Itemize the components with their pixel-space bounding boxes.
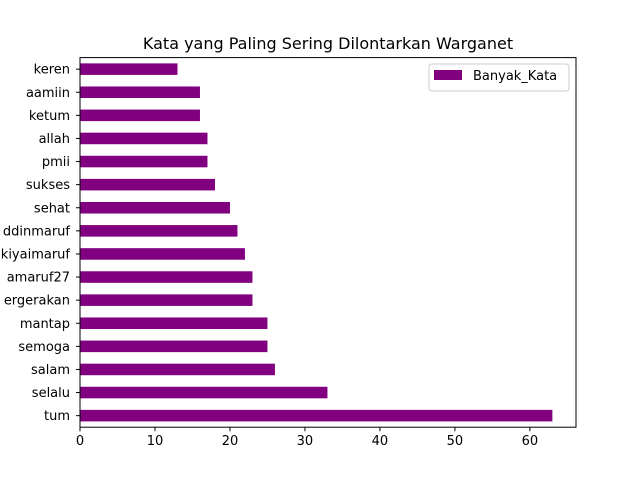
y-axis-ticks: tum selalu salam semoga mantap ergerakan amaru… <box>1 63 80 424</box>
bar-mantap <box>80 317 268 330</box>
y-tick-label: ketum <box>29 109 70 124</box>
x-tick-label: 50 <box>447 434 464 449</box>
x-axis-ticks: 0 10 20 30 40 50 60 <box>76 427 538 449</box>
bar-selalu <box>80 386 328 399</box>
legend-swatch <box>434 70 462 80</box>
y-tick-label: kiyaimaruf <box>1 247 71 262</box>
bar-kiyaimaruf <box>80 248 245 260</box>
bar-ketum <box>80 109 200 122</box>
legend-box <box>428 63 570 92</box>
bar-salam <box>80 363 275 376</box>
x-tick-label: 10 <box>147 434 164 449</box>
plot-frame <box>79 57 577 428</box>
bar-sukses <box>80 178 215 191</box>
y-tick-label: aamiin <box>26 86 70 101</box>
y-tick-label: pmii <box>42 155 70 170</box>
y-tick-label: keren <box>34 63 70 78</box>
y-tick-label: tum <box>44 409 70 424</box>
y-tick-label: selalu <box>32 386 70 401</box>
y-tick-label: mantap <box>20 317 70 332</box>
bar-aamiin <box>80 86 200 99</box>
bar-amaruf27 <box>80 271 253 283</box>
x-tick-label: 0 <box>76 434 84 449</box>
bar-ddinmaruf <box>80 225 238 237</box>
y-tick-label: ddinmaruf <box>3 224 71 239</box>
x-tick-label: 30 <box>297 434 314 449</box>
bar-sehat <box>80 201 230 214</box>
y-tick-label: salam <box>31 363 70 378</box>
bar-allah <box>80 132 208 145</box>
y-tick-label: sehat <box>34 201 70 216</box>
legend-label: Banyak_Kata <box>473 69 557 84</box>
bar-tum <box>80 409 553 422</box>
x-tick-label: 60 <box>522 434 539 449</box>
x-tick-label: 40 <box>372 434 389 449</box>
bar-semoga <box>80 340 268 353</box>
bars-group <box>80 63 553 422</box>
y-tick-label: sukses <box>26 178 70 193</box>
bar-pergerakan <box>80 294 253 306</box>
bar-pmii <box>80 155 208 168</box>
bar-keren <box>80 63 178 75</box>
x-tick-label: 20 <box>222 434 239 449</box>
y-tick-label: amaruf27 <box>7 271 70 286</box>
y-tick-label: ergerakan <box>4 294 70 309</box>
y-tick-label: allah <box>39 132 70 147</box>
chart-title: Kata yang Paling Sering Dilontarkan Warg… <box>143 34 513 53</box>
legend: Banyak_Kata <box>428 63 570 92</box>
y-tick-label: semoga <box>18 340 70 355</box>
